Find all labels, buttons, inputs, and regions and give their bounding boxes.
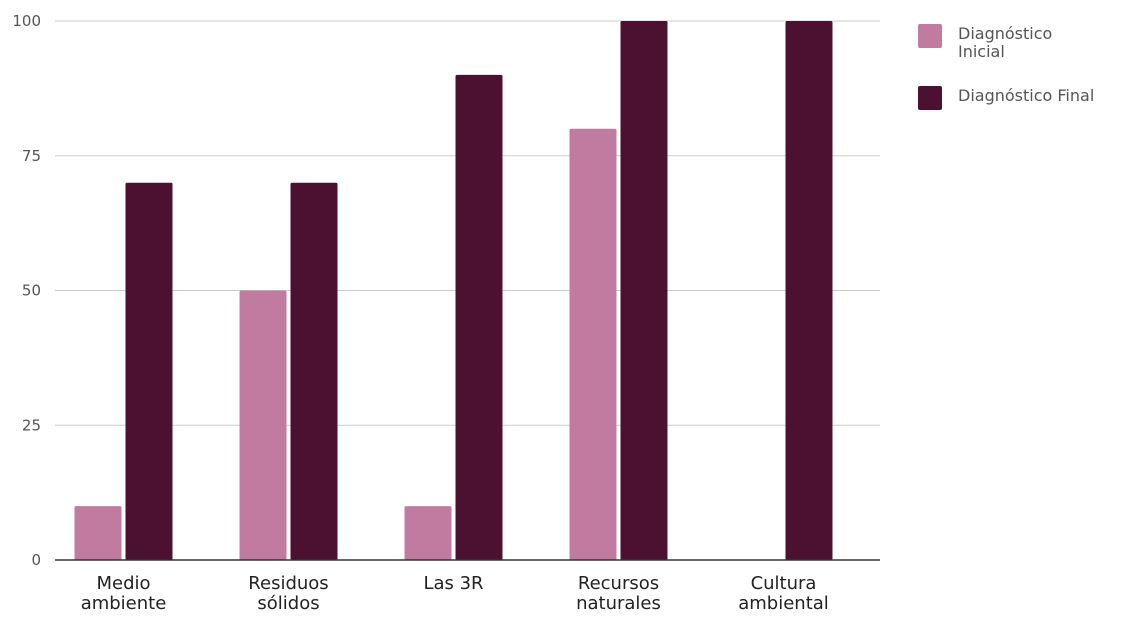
- x-tick-label: ambiente: [81, 593, 167, 614]
- x-tick-label: Medio: [96, 573, 150, 594]
- bar-inicial-2: [404, 506, 452, 560]
- legend-swatch-1: [918, 86, 942, 110]
- bars: [74, 21, 833, 561]
- legend-label-1: Diagnóstico Final: [958, 86, 1094, 105]
- y-tick-label: 0: [31, 551, 41, 569]
- bar-final-0: [125, 182, 173, 560]
- legend-label-0: Inicial: [958, 42, 1005, 61]
- bar-inicial-3: [569, 128, 617, 561]
- x-tick-label: Las 3R: [423, 573, 483, 594]
- bar-inicial-0: [74, 506, 122, 560]
- y-axis-ticks: 0 25 50 75 100: [12, 12, 41, 569]
- bar-final-3: [620, 21, 668, 560]
- y-tick-label: 75: [22, 147, 41, 165]
- x-tick-label: ambiental: [738, 593, 829, 614]
- legend-swatch-0: [918, 24, 942, 48]
- bar-final-2: [455, 74, 503, 561]
- y-tick-label: 50: [22, 282, 41, 300]
- x-tick-label: sólidos: [257, 593, 319, 614]
- x-tick-label: Recursos: [578, 573, 659, 594]
- x-tick-label: naturales: [576, 593, 661, 614]
- y-tick-label: 25: [22, 416, 41, 434]
- y-tick-label: 100: [12, 12, 41, 30]
- bar-final-1: [290, 182, 338, 560]
- legend-label-0: Diagnóstico: [958, 24, 1052, 43]
- x-tick-label: Cultura: [751, 573, 817, 594]
- x-tick-label: Residuos: [248, 573, 328, 594]
- bar-inicial-1: [239, 290, 287, 560]
- bar-final-4: [785, 21, 833, 560]
